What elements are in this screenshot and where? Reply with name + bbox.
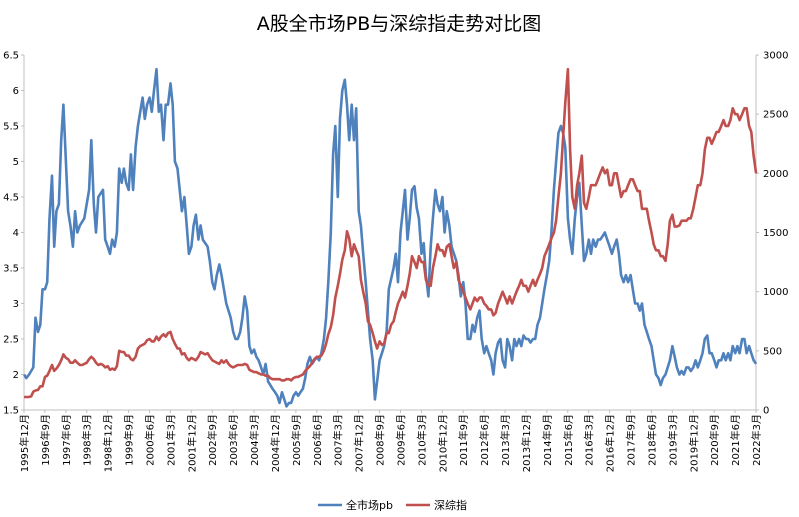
x-tick-label: 1996年9月 <box>39 414 52 466</box>
x-tick-label: 1998年12月 <box>102 414 115 472</box>
x-tick-label: 2007年12月 <box>353 414 366 472</box>
x-tick-label: 2009年6月 <box>394 414 407 466</box>
right-tick-label: 2500 <box>763 110 788 121</box>
x-tick-label: 2000年6月 <box>143 414 156 466</box>
x-tick-label: 2016年12月 <box>604 414 617 472</box>
plot-area <box>23 55 757 411</box>
legend-label: 深综指 <box>434 498 467 512</box>
series-group <box>22 67 758 408</box>
right-tick-label: 1000 <box>763 287 788 298</box>
x-tick-label: 1995年12月 <box>18 414 31 472</box>
right-tick-label: 1500 <box>763 228 788 239</box>
x-tick-label: 2021年6月 <box>729 414 742 466</box>
left-tick-label: 5.5 <box>3 122 19 133</box>
x-tick-label: 1998年3月 <box>81 414 94 466</box>
x-tick-label: 2002年9月 <box>206 414 219 466</box>
left-tick-label: 2.5 <box>3 335 19 346</box>
x-tick-label: 2013年12月 <box>520 414 533 472</box>
left-y-axis: 1.5 2 2.5 3 3.5 4 4.5 5 5.5 6 6.5 <box>3 51 24 417</box>
left-tick-label: 5 <box>13 157 19 168</box>
left-tick-label: 4.5 <box>3 193 19 204</box>
left-tick-label: 3 <box>13 299 19 310</box>
x-axis: 1995年12月 1996年9月 1997年6月 1998年3月 1998年12月 199… <box>18 410 763 472</box>
x-tick-label: 2001年12月 <box>185 414 198 472</box>
left-tick-label: 4 <box>13 228 19 239</box>
x-tick-label: 2013年3月 <box>499 414 512 466</box>
right-tick-label: 500 <box>763 346 782 357</box>
x-tick-label: 2019年12月 <box>687 414 700 472</box>
x-tick-label: 2018年6月 <box>645 414 658 466</box>
x-tick-label: 2004年3月 <box>248 414 261 466</box>
x-tick-label: 2008年9月 <box>374 414 387 466</box>
legend-label: 全市场pb <box>346 498 393 512</box>
x-tick-label: 2007年3月 <box>332 414 345 466</box>
x-tick-label: 2010年3月 <box>415 414 428 466</box>
left-tick-label: 1.5 <box>3 406 19 417</box>
x-tick-label: 2022年3月 <box>750 414 763 466</box>
x-tick-label: 2003年6月 <box>227 414 240 466</box>
right-y-axis: 0 500 1000 1500 2000 2500 3000 <box>756 51 788 417</box>
x-tick-label: 2016年3月 <box>583 414 596 466</box>
series-line-shenzhen-index <box>24 67 758 399</box>
right-tick-label: 0 <box>763 406 769 417</box>
x-tick-label: 1997年6月 <box>60 414 73 466</box>
legend: 全市场pb 深综指 <box>318 498 467 512</box>
x-tick-label: 2012年6月 <box>478 414 491 466</box>
x-tick-label: 2017年9月 <box>625 414 638 466</box>
x-tick-label: 2020年9月 <box>708 414 721 466</box>
x-tick-label: 2005年9月 <box>290 414 303 466</box>
x-tick-label: 2006年6月 <box>311 414 324 466</box>
x-tick-label: 2015年6月 <box>562 414 575 466</box>
x-tick-label: 2001年3月 <box>164 414 177 466</box>
left-tick-label: 3.5 <box>3 264 19 275</box>
x-tick-label: 2004年12月 <box>269 414 282 472</box>
left-tick-label: 6 <box>13 86 19 97</box>
x-tick-label: 2010年12月 <box>436 414 449 472</box>
chart-title: A股全市场PB与深综指走势对比图 <box>257 13 542 35</box>
series-line-market-pb <box>22 67 758 408</box>
x-tick-label: 2019年3月 <box>666 414 679 466</box>
left-tick-label: 2 <box>13 370 19 381</box>
right-tick-label: 3000 <box>763 51 788 62</box>
x-tick-label: 1999年9月 <box>123 414 136 466</box>
left-tick-label: 6.5 <box>3 51 19 62</box>
right-tick-label: 2000 <box>763 169 788 180</box>
x-tick-label: 2011年9月 <box>457 414 470 466</box>
x-tick-label: 2014年9月 <box>541 414 554 466</box>
